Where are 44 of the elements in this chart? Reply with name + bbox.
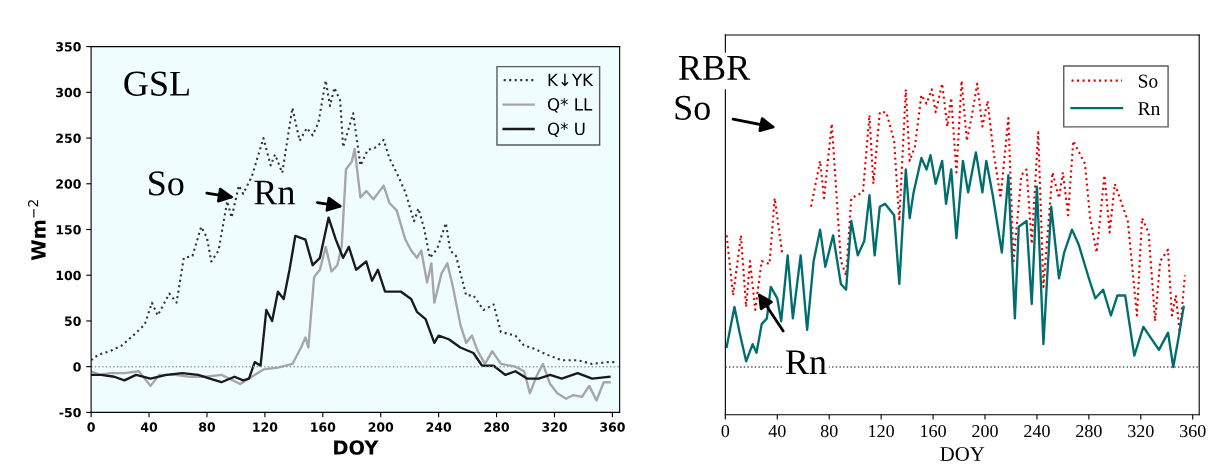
annotation: Rn — [254, 180, 295, 205]
text: So — [675, 95, 710, 120]
annotation: GSL — [124, 71, 189, 96]
x-tick-label: 160 — [311, 422, 336, 432]
x-tick-label: 200 — [972, 424, 998, 438]
y-tick-label: 50 — [64, 316, 81, 326]
y-tick-label: 350 — [56, 42, 81, 52]
x-axis-title: DOY — [334, 440, 379, 455]
legend-label: Rn — [1138, 102, 1161, 115]
legend-label: Q* U — [547, 122, 585, 138]
x-tick-label: 200 — [368, 422, 394, 432]
x-tick-label: 160 — [921, 424, 946, 438]
x-tick-label: 320 — [1128, 424, 1154, 438]
x-tick-label: 120 — [253, 422, 278, 432]
y-tick-label: 0 — [73, 362, 81, 372]
legend-label: So — [1138, 74, 1158, 88]
x-tick-label: 240 — [426, 422, 452, 432]
x-tick-label: 0 — [87, 422, 95, 432]
annotation: Rn — [785, 350, 827, 375]
y-axis-title: Wm$^{−2}$ — [28, 200, 46, 261]
x-tick-label: 40 — [140, 422, 158, 432]
x-tick-label: 360 — [1180, 424, 1206, 438]
text: RBR — [679, 56, 751, 80]
x-tick-label: 280 — [1076, 424, 1102, 438]
x-tick-label: 360 — [600, 422, 625, 432]
line-series — [91, 216, 611, 384]
x-tick-label: 0 — [721, 424, 730, 438]
legend-label: Q* LL — [547, 98, 593, 113]
y-tick-label: 200 — [56, 179, 81, 189]
y-tick-label: 250 — [56, 133, 81, 143]
x-tick-label: 320 — [542, 422, 567, 432]
x-tick-label: 280 — [484, 422, 510, 432]
x-tick-label: 80 — [199, 422, 216, 432]
y-tick-label: -50 — [59, 407, 81, 418]
x-tick-label: 40 — [768, 424, 786, 438]
y-tick-label: 150 — [56, 224, 81, 235]
annotation: So — [149, 171, 184, 196]
x-tick-label: 80 — [820, 424, 838, 438]
x-tick-label: 240 — [1024, 424, 1050, 438]
y-tick-label: 100 — [56, 270, 81, 281]
x-axis-title: DOY — [940, 447, 985, 462]
x-tick-label: 120 — [869, 424, 894, 438]
legend-label: K↓YK — [548, 73, 594, 86]
y-tick-label: 300 — [56, 87, 81, 98]
